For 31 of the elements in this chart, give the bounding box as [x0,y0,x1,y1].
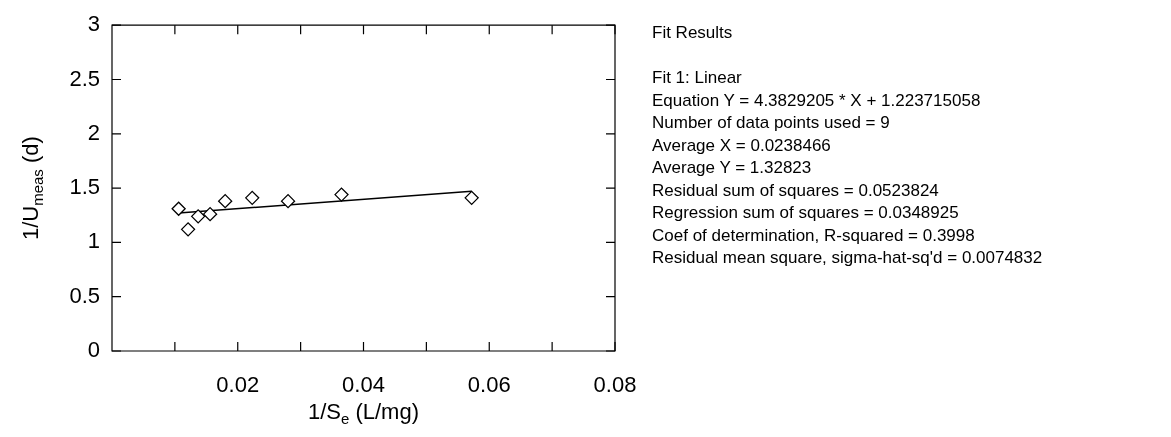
y-tick-label: 0 [87,337,100,363]
text: Number of data points used = 9 [652,112,891,134]
text: Residual sum of squares = 0.0523824 [652,179,940,202]
text: Average X = 0.0238466 [652,134,832,157]
point [280,193,296,209]
point [171,201,186,216]
x-tick-label: 0.06 [467,372,511,398]
text: Fit 1: Linear [652,67,743,89]
x-tick-label: 0.02 [216,372,260,398]
point [190,209,206,224]
point [334,187,349,202]
point [464,190,479,206]
point [202,207,218,222]
text: Coef of determination, R-squared = 0.3998 [652,224,976,247]
y-tick-label: 2 [87,119,100,145]
text: Residual mean square, sigma-hat-sq'd = 0.0074832 [652,247,1043,269]
point [180,222,196,237]
y-axis-title: 1/Umeas (d) [18,136,46,240]
point [218,193,233,209]
point [245,190,260,206]
y-tick-label: 1 [87,228,100,254]
text: Average Y = 1.32823 [652,157,813,179]
text: Fit Results [652,22,734,44]
text: Regression sum of squares = 0.0348925 [652,202,960,224]
x-tick-label: 0.04 [342,372,385,398]
x-tick-label: 0.08 [593,372,637,398]
y-tick-label: 0.5 [69,282,100,308]
y-tick-label: 1.5 [69,174,100,200]
y-tick-label: 3 [87,11,100,37]
y-tick-label: 2.5 [69,65,100,91]
text: Equation Y = 4.3829205 * X + 1.223715058 [652,89,982,112]
